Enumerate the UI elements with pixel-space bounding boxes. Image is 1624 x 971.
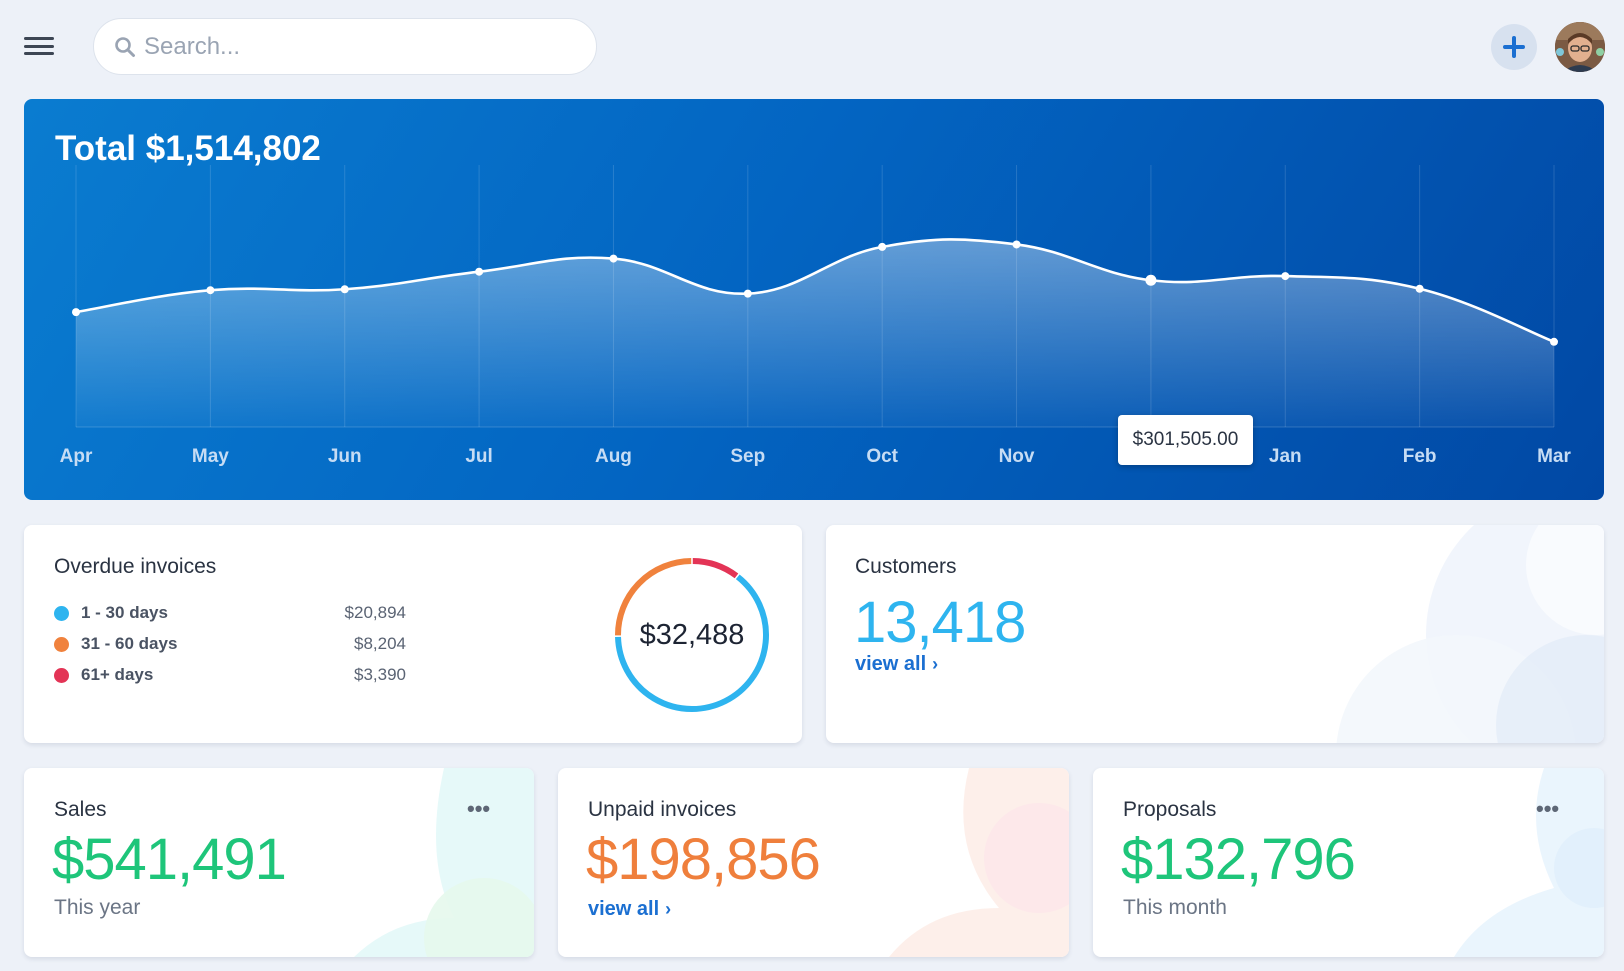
- revenue-area-chart[interactable]: Apr May Jun Jul Aug Sep Oct Nov Jan Feb Mar: [24, 99, 1604, 500]
- legend-dot-61-plus: [54, 667, 69, 683]
- chart-tooltip: $301,505.00: [1118, 415, 1253, 465]
- avatar[interactable]: [1555, 22, 1605, 72]
- menu-icon[interactable]: [22, 34, 56, 58]
- data-point-feb[interactable]: [1415, 284, 1424, 293]
- x-tick-label-jan: Jan: [1269, 446, 1302, 467]
- legend-amount: $20,894: [344, 603, 406, 622]
- unpaid-title: Unpaid invoices: [588, 798, 737, 821]
- sales-title: Sales: [54, 798, 107, 821]
- data-point-dec[interactable]: [1145, 274, 1157, 286]
- sales-amount: $541,491: [52, 827, 287, 892]
- donut-total: $32,488: [639, 618, 745, 651]
- decorative-background: [889, 768, 1069, 957]
- legend-amount: $3,390: [354, 665, 406, 684]
- overdue-title: Overdue invoices: [54, 555, 217, 578]
- chevron-right-icon: ›: [665, 899, 672, 919]
- data-point-may[interactable]: [206, 286, 215, 295]
- data-point-aug[interactable]: [609, 254, 618, 263]
- legend-dot-1-30: [54, 605, 69, 621]
- legend-dot-31-60: [54, 636, 69, 652]
- x-tick-label-jul: Jul: [465, 446, 492, 467]
- sales-period: This year: [54, 896, 141, 919]
- data-point-jul[interactable]: [475, 267, 484, 276]
- legend-label: 31 - 60 days: [81, 634, 178, 653]
- data-point-nov[interactable]: [1012, 240, 1021, 249]
- data-point-sep[interactable]: [743, 289, 752, 298]
- search-icon: [115, 36, 135, 57]
- decorative-background: [1336, 525, 1604, 743]
- search-bar[interactable]: [93, 18, 597, 75]
- donut-segment-0[interactable]: [615, 574, 769, 712]
- x-tick-label-jun: Jun: [328, 446, 362, 467]
- revenue-area-fill: [76, 239, 1554, 427]
- legend-row-1-30: 1 - 30 days $20,894: [54, 600, 406, 626]
- customers-count: 13,418: [854, 590, 1026, 655]
- view-all-label: view all: [855, 653, 927, 675]
- data-point-oct[interactable]: [878, 242, 887, 251]
- proposals-amount: $132,796: [1121, 827, 1356, 892]
- data-point-mar[interactable]: [1550, 337, 1558, 346]
- overdue-invoices-card: Overdue invoices 1 - 30 days $20,894 31 …: [24, 525, 802, 743]
- customers-title: Customers: [855, 555, 957, 578]
- customers-card: Customers 13,418 view all ›: [826, 525, 1604, 743]
- decorative-background: [1454, 768, 1604, 957]
- more-options-icon[interactable]: •••: [467, 796, 491, 821]
- user-avatar-icon: [1555, 22, 1605, 72]
- unpaid-view-all-link[interactable]: view all ›: [588, 898, 671, 921]
- overdue-donut-chart[interactable]: $32,488: [612, 555, 772, 715]
- revenue-line: [75, 238, 1555, 344]
- legend-amount: $8,204: [354, 634, 406, 653]
- legend-label: 1 - 30 days: [81, 603, 168, 622]
- view-all-label: view all: [588, 898, 660, 920]
- unpaid-invoices-card: Unpaid invoices $198,856 view all ›: [558, 768, 1069, 957]
- customers-view-all-link[interactable]: view all ›: [855, 653, 938, 676]
- donut-segment-1[interactable]: [615, 558, 692, 636]
- decorative-background: [354, 768, 534, 957]
- x-tick-label-nov: Nov: [999, 446, 1035, 467]
- add-button[interactable]: [1491, 24, 1537, 70]
- unpaid-amount: $198,856: [586, 827, 821, 892]
- legend-label: 61+ days: [81, 665, 154, 684]
- proposals-period: This month: [1123, 896, 1227, 919]
- sales-card: Sales ••• $541,491 This year: [24, 768, 534, 957]
- more-options-icon[interactable]: •••: [1536, 796, 1560, 821]
- donut-segment-2[interactable]: [692, 558, 739, 579]
- proposals-card: Proposals ••• $132,796 This month: [1093, 768, 1604, 957]
- revenue-chart-card: Apr May Jun Jul Aug Sep Oct Nov Jan Feb Mar Total …: [24, 99, 1604, 500]
- data-point-jan[interactable]: [1281, 272, 1290, 281]
- x-tick-label-mar: Mar: [1537, 446, 1571, 467]
- search-input[interactable]: [144, 32, 544, 61]
- chevron-right-icon: ›: [932, 654, 939, 674]
- data-point-apr[interactable]: [72, 308, 80, 317]
- x-tick-label-sep: Sep: [730, 446, 765, 467]
- x-tick-label-may: May: [192, 446, 229, 467]
- chart-total-title: Total $1,514,802: [55, 129, 321, 168]
- x-tick-label-oct: Oct: [866, 446, 898, 467]
- proposals-title: Proposals: [1123, 798, 1217, 821]
- plus-icon: [1503, 36, 1525, 58]
- x-tick-label-aug: Aug: [595, 446, 632, 467]
- x-tick-label-apr: Apr: [60, 446, 93, 467]
- legend-row-61-plus: 61+ days $3,390: [54, 662, 406, 688]
- x-tick-label-feb: Feb: [1403, 446, 1437, 467]
- legend-row-31-60: 31 - 60 days $8,204: [54, 631, 406, 657]
- data-point-jun[interactable]: [340, 285, 349, 294]
